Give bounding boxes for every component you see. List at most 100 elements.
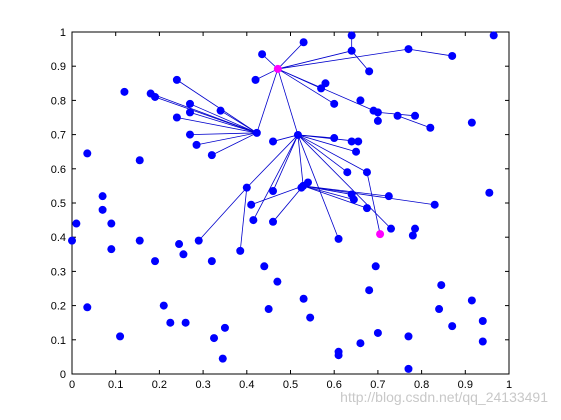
point [216, 106, 225, 115]
point [251, 75, 260, 84]
point [478, 337, 487, 346]
point [426, 123, 435, 132]
point [334, 351, 343, 360]
x-tick-label: 1 [506, 379, 512, 391]
point [260, 262, 269, 271]
x-tick-label: 0.2 [152, 379, 167, 391]
point [116, 332, 125, 341]
point [430, 200, 439, 209]
point [83, 303, 92, 312]
point [376, 230, 385, 239]
x-tick-label: 0.9 [458, 379, 473, 391]
edge [277, 68, 379, 113]
edge [189, 132, 257, 135]
point [175, 240, 184, 249]
point [321, 79, 330, 88]
point [467, 296, 476, 305]
point [273, 64, 282, 73]
x-tick-label: 0 [69, 379, 75, 391]
point [242, 183, 251, 192]
point [135, 156, 144, 165]
edge [277, 48, 409, 70]
point [166, 318, 175, 327]
point [393, 111, 402, 120]
y-tick-label: 0.3 [51, 266, 66, 278]
point [371, 262, 380, 271]
y-tick-label: 0.6 [51, 164, 66, 176]
point [437, 281, 446, 290]
point [299, 294, 308, 303]
point [330, 134, 339, 143]
point [210, 334, 219, 343]
edge [272, 134, 299, 142]
y-tick-label: 0.7 [51, 130, 66, 142]
edge [277, 68, 335, 105]
point [343, 168, 352, 177]
point [159, 301, 168, 310]
point [354, 137, 363, 146]
point [362, 204, 371, 213]
y-tick-label: 0.8 [51, 95, 66, 107]
point [362, 168, 371, 177]
point [264, 305, 273, 314]
edge [277, 50, 352, 70]
point [347, 31, 356, 40]
edge [189, 103, 258, 134]
point [365, 286, 374, 295]
edge [366, 172, 381, 235]
x-tick-label: 0.7 [370, 379, 385, 391]
edge [303, 185, 435, 206]
point [249, 216, 258, 225]
edge [351, 50, 370, 72]
x-tick-label: 0.3 [195, 379, 210, 391]
point [107, 219, 116, 228]
point [185, 130, 194, 139]
plot-area [71, 31, 510, 375]
point [172, 113, 181, 122]
edge [272, 185, 304, 223]
point [120, 87, 129, 96]
edge [303, 185, 354, 200]
point [330, 99, 339, 108]
point [435, 305, 444, 314]
y-tick-label: 1 [60, 27, 66, 39]
point [151, 92, 160, 101]
point [334, 234, 343, 243]
edge [246, 134, 299, 188]
point [299, 181, 308, 190]
edge [211, 132, 258, 156]
point [467, 118, 476, 127]
point [218, 354, 227, 363]
edge [196, 132, 257, 146]
point [192, 140, 201, 149]
point [411, 224, 420, 233]
edge [239, 187, 248, 251]
point [72, 219, 81, 228]
point [404, 364, 413, 373]
point [478, 316, 487, 325]
point [356, 96, 365, 105]
edge [297, 134, 368, 173]
point [347, 137, 356, 146]
point [404, 45, 413, 54]
edge [256, 68, 279, 134]
edge [277, 41, 304, 70]
point [107, 245, 116, 254]
point [172, 75, 181, 84]
edge [303, 185, 368, 209]
point [411, 111, 420, 120]
point [448, 51, 457, 60]
edge [297, 134, 357, 153]
edge [220, 110, 258, 134]
point [293, 130, 302, 139]
watermark: http://blog.csdn.net/qq_24133491 [340, 389, 548, 405]
point [299, 38, 308, 47]
point [220, 323, 229, 332]
edge [408, 48, 453, 57]
point [207, 151, 216, 160]
point [252, 128, 261, 137]
point [373, 108, 382, 117]
y-tick-label: 0.1 [51, 335, 66, 347]
point [352, 147, 361, 156]
point [269, 137, 278, 146]
